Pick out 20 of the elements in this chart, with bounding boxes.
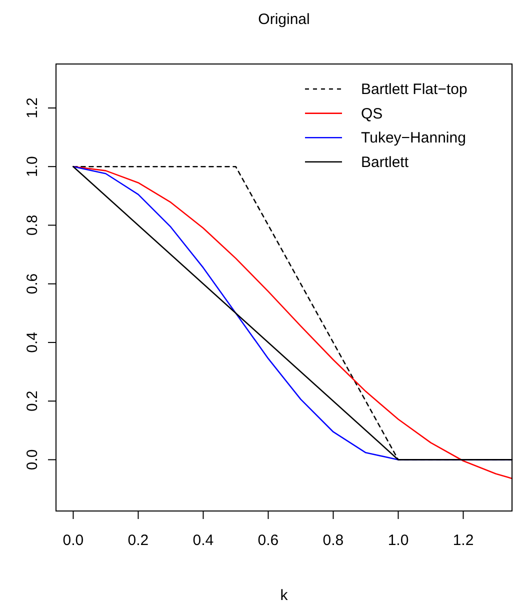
y-tick-label: 0.8 [24,214,41,236]
legend-label: Bartlett Flat−top [361,81,468,98]
x-tick-label: 1.2 [452,532,474,549]
y-tick-label: 1.2 [24,98,41,118]
x-tick-label: 0.4 [192,532,214,549]
y-tick-label: 0.2 [24,390,41,412]
y-tick-label: 0.6 [24,273,41,294]
y-tick-label: 1.0 [24,156,41,178]
legend-label: Bartlett [361,154,410,171]
x-tick-label: 0.8 [322,532,344,549]
x-axis-title: k [280,587,288,604]
legend-label: QS [361,105,383,122]
x-tick-label: 0.6 [258,532,279,549]
chart-title: Original [258,11,310,28]
y-tick-label: 0.0 [24,449,41,470]
x-tick-label: 0.2 [128,532,149,549]
y-tick-label: 0.4 [24,332,41,353]
legend-label: Tukey−Hanning [361,130,466,147]
x-tick-label: 0.0 [62,532,84,549]
x-tick-label: 1.0 [388,532,409,549]
